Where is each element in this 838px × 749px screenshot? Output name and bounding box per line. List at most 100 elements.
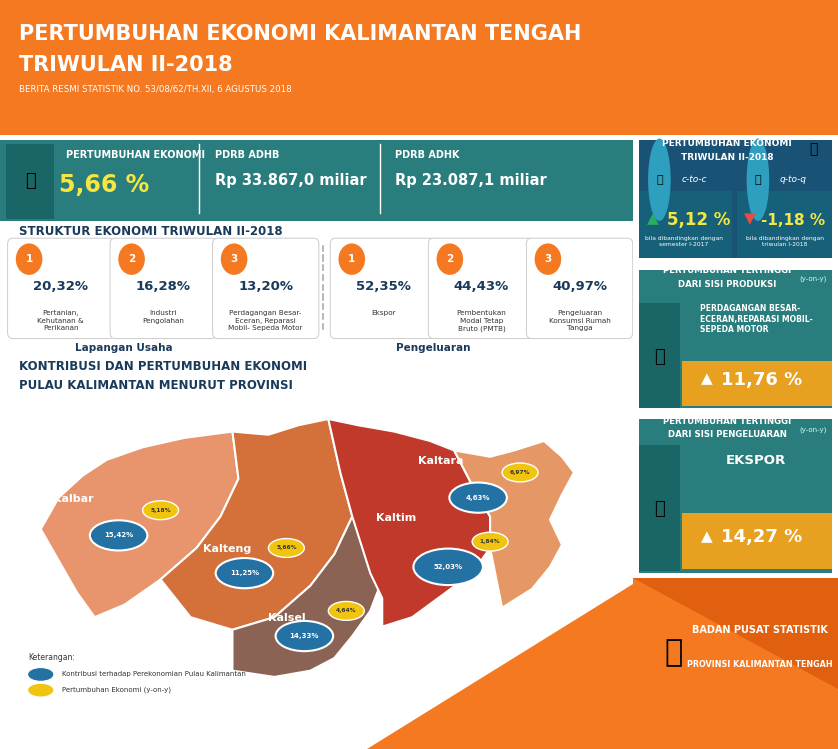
Text: 14,27 %: 14,27 % (722, 528, 803, 546)
Text: BERITA RESMI STATISTIK NO. 53/08/62/TH.XII, 6 AGUSTUS 2018: BERITA RESMI STATISTIK NO. 53/08/62/TH.X… (19, 85, 292, 94)
Text: bila dibandingkan dengan
semester I-2017: bila dibandingkan dengan semester I-2017 (645, 236, 723, 246)
Text: 6,97%: 6,97% (510, 470, 530, 475)
Text: 2: 2 (128, 254, 135, 264)
Text: ▲: ▲ (647, 211, 660, 226)
Text: 🔷: 🔷 (665, 639, 683, 667)
Circle shape (16, 243, 43, 275)
Text: 🔄: 🔄 (656, 175, 663, 185)
Text: 📦: 📦 (654, 500, 665, 518)
FancyBboxPatch shape (639, 270, 832, 408)
Circle shape (142, 501, 178, 520)
Text: 📈: 📈 (810, 142, 818, 156)
Circle shape (328, 601, 365, 620)
Text: Pengeluaran
Konsumsi Rumah
Tangga: Pengeluaran Konsumsi Rumah Tangga (549, 310, 610, 331)
Text: EKSPOR: EKSPOR (726, 454, 786, 467)
Text: Pertanian,
Kehutanan &
Perikanan: Pertanian, Kehutanan & Perikanan (38, 310, 84, 331)
FancyBboxPatch shape (428, 238, 535, 339)
Text: 40,97%: 40,97% (552, 280, 607, 293)
FancyBboxPatch shape (633, 578, 838, 749)
Text: PERTUMBUHAN EKONOMI: PERTUMBUHAN EKONOMI (662, 139, 792, 148)
Polygon shape (41, 431, 239, 617)
Text: 3: 3 (230, 254, 238, 264)
FancyBboxPatch shape (110, 238, 216, 339)
Text: 52,35%: 52,35% (356, 280, 411, 293)
FancyBboxPatch shape (213, 238, 319, 339)
Text: 11,76 %: 11,76 % (722, 371, 803, 389)
Text: 📊: 📊 (25, 172, 36, 190)
Text: PERTUMBUHAN TERTINGGI: PERTUMBUHAN TERTINGGI (663, 267, 791, 276)
Text: 4,63%: 4,63% (466, 494, 490, 500)
Text: (y-on-y): (y-on-y) (799, 275, 827, 282)
Circle shape (339, 243, 365, 275)
Text: ▼: ▼ (744, 211, 756, 226)
Text: q-to-q: q-to-q (779, 175, 806, 184)
Text: 🔄: 🔄 (754, 175, 761, 185)
Text: ▲: ▲ (701, 529, 712, 544)
Text: STRUKTUR EKONOMI TRIWULAN II-2018: STRUKTUR EKONOMI TRIWULAN II-2018 (19, 225, 282, 237)
FancyBboxPatch shape (7, 144, 54, 219)
Text: Pertumbuhan Ekonomi (y-on-y): Pertumbuhan Ekonomi (y-on-y) (62, 687, 171, 694)
Polygon shape (454, 441, 574, 607)
Polygon shape (367, 584, 633, 749)
Text: 14,33%: 14,33% (290, 633, 319, 639)
Text: PERTUMBUHAN TERTINGGI: PERTUMBUHAN TERTINGGI (663, 417, 791, 426)
Polygon shape (161, 419, 352, 630)
Text: PERTUMBUHAN EKONOMI: PERTUMBUHAN EKONOMI (66, 150, 205, 160)
Text: 11,25%: 11,25% (230, 570, 259, 576)
Polygon shape (232, 517, 382, 677)
Text: 3: 3 (545, 254, 551, 264)
Text: Kaltim: Kaltim (376, 513, 416, 523)
Text: TRIWULAN II-2018: TRIWULAN II-2018 (19, 55, 233, 76)
FancyBboxPatch shape (639, 445, 680, 571)
FancyBboxPatch shape (526, 238, 633, 339)
Text: PDRB ADHB: PDRB ADHB (215, 150, 280, 160)
Circle shape (28, 667, 54, 682)
FancyBboxPatch shape (639, 303, 680, 408)
Circle shape (413, 548, 483, 585)
Text: 1,84%: 1,84% (480, 539, 500, 545)
Text: Kalbar: Kalbar (53, 494, 93, 504)
Text: (y-on-y): (y-on-y) (799, 426, 827, 433)
Text: 5,12 %: 5,12 % (667, 210, 730, 228)
Text: ▲: ▲ (701, 372, 712, 386)
Circle shape (268, 539, 304, 557)
FancyBboxPatch shape (639, 419, 832, 573)
Polygon shape (633, 578, 838, 689)
Text: 5,18%: 5,18% (150, 508, 171, 513)
Text: KONTRIBUSI DAN PERTUMBUHAN EKONOMI: KONTRIBUSI DAN PERTUMBUHAN EKONOMI (19, 360, 307, 372)
Circle shape (502, 463, 538, 482)
Text: Keterangan:: Keterangan: (28, 652, 75, 661)
FancyBboxPatch shape (682, 361, 832, 406)
Text: 13,20%: 13,20% (238, 280, 293, 293)
Text: 20,32%: 20,32% (34, 280, 88, 293)
Text: Ekspor: Ekspor (371, 310, 396, 316)
Text: PERDAGANGAN BESAR-
ECERAN,REPARASI MOBIL-
SEPEDA MOTOR: PERDAGANGAN BESAR- ECERAN,REPARASI MOBIL… (700, 304, 812, 334)
Text: 5,66 %: 5,66 % (59, 173, 149, 197)
Text: 16,28%: 16,28% (136, 280, 191, 293)
FancyBboxPatch shape (633, 0, 838, 135)
Circle shape (437, 243, 463, 275)
Circle shape (90, 521, 147, 551)
Text: PROVINSI KALIMANTAN TENGAH: PROVINSI KALIMANTAN TENGAH (687, 660, 833, 669)
Text: 44,43%: 44,43% (454, 280, 510, 293)
FancyBboxPatch shape (0, 140, 633, 221)
Text: Lapangan Usaha: Lapangan Usaha (75, 342, 172, 353)
Polygon shape (328, 419, 490, 627)
Text: Perdagangan Besar-
Eceran, Reparasi
Mobil- Sepeda Motor: Perdagangan Besar- Eceran, Reparasi Mobi… (229, 310, 303, 331)
Text: Pembentukan
Modal Tetap
Bruto (PMTB): Pembentukan Modal Tetap Bruto (PMTB) (457, 310, 506, 332)
Text: Rp 33.867,0 miliar: Rp 33.867,0 miliar (215, 173, 367, 188)
FancyBboxPatch shape (8, 238, 114, 339)
Text: 52,03%: 52,03% (433, 564, 463, 570)
Circle shape (747, 139, 769, 221)
Text: c-to-c: c-to-c (681, 175, 707, 184)
Text: 🛒: 🛒 (654, 348, 665, 366)
Text: 15,42%: 15,42% (104, 533, 133, 539)
Text: Kalteng: Kalteng (203, 545, 251, 554)
Text: bila dibandingkan dengan
triwulan I-2018: bila dibandingkan dengan triwulan I-2018 (746, 236, 824, 246)
Text: PULAU KALIMANTAN MENURUT PROVINSI: PULAU KALIMANTAN MENURUT PROVINSI (19, 379, 292, 392)
Text: Pengeluaran: Pengeluaran (396, 342, 471, 353)
Text: 5,66%: 5,66% (276, 545, 297, 551)
Text: DARI SISI PENGELUARAN: DARI SISI PENGELUARAN (668, 431, 787, 440)
Circle shape (648, 139, 670, 221)
Text: PERTUMBUHAN EKONOMI KALIMANTAN TENGAH: PERTUMBUHAN EKONOMI KALIMANTAN TENGAH (19, 24, 582, 44)
